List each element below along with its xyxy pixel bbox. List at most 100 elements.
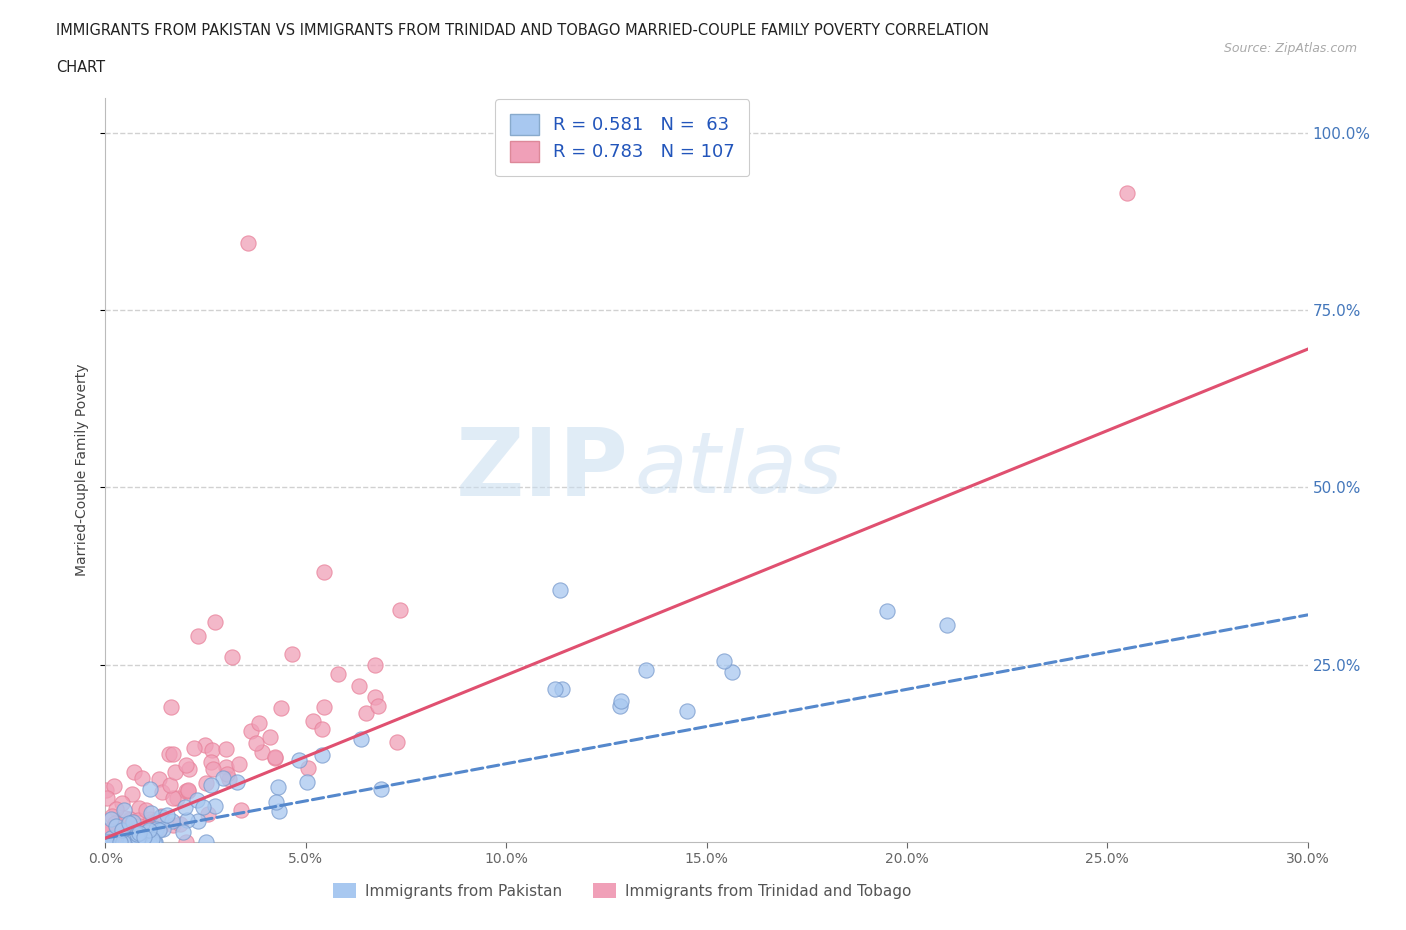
- Point: [148, 816, 170, 830]
- Point: [141, 817, 163, 831]
- Point: [202, 762, 225, 777]
- Point: [160, 814, 183, 829]
- Point: [267, 779, 290, 794]
- Point: [266, 794, 288, 809]
- Point: [295, 775, 318, 790]
- Point: [172, 824, 194, 839]
- Point: [129, 831, 152, 846]
- Point: [103, 778, 125, 793]
- Point: [117, 826, 139, 841]
- Point: [267, 804, 290, 818]
- Text: ZIP: ZIP: [456, 424, 628, 515]
- Point: [136, 825, 159, 840]
- Point: [186, 793, 208, 808]
- Point: [96, 834, 118, 849]
- Point: [98, 834, 121, 849]
- Point: [609, 698, 631, 713]
- Point: [183, 741, 205, 756]
- Point: [385, 735, 408, 750]
- Point: [312, 565, 335, 579]
- Point: [125, 827, 148, 842]
- Point: [281, 647, 304, 662]
- Point: [108, 822, 131, 837]
- Point: [148, 772, 170, 787]
- Point: [221, 650, 243, 665]
- Point: [174, 800, 197, 815]
- Point: [252, 745, 274, 760]
- Point: [143, 834, 166, 849]
- Point: [118, 812, 141, 827]
- Point: [259, 730, 281, 745]
- Point: [157, 747, 180, 762]
- Point: [114, 834, 136, 849]
- Point: [136, 824, 159, 839]
- Point: [150, 809, 173, 824]
- Point: [160, 699, 183, 714]
- Point: [128, 819, 150, 834]
- Point: [110, 834, 132, 849]
- Point: [100, 812, 122, 827]
- Point: [264, 750, 287, 764]
- Point: [162, 790, 184, 805]
- Point: [138, 815, 160, 830]
- Point: [200, 754, 222, 769]
- Point: [127, 830, 149, 845]
- Text: CHART: CHART: [56, 60, 105, 75]
- Point: [194, 737, 217, 752]
- Point: [174, 783, 197, 798]
- Point: [876, 604, 898, 618]
- Point: [122, 764, 145, 779]
- Point: [94, 834, 117, 849]
- Point: [231, 803, 253, 817]
- Text: Source: ZipAtlas.com: Source: ZipAtlas.com: [1223, 42, 1357, 55]
- Point: [127, 813, 149, 828]
- Point: [713, 654, 735, 669]
- Point: [104, 825, 127, 840]
- Point: [214, 742, 236, 757]
- Point: [177, 782, 200, 797]
- Point: [312, 699, 335, 714]
- Point: [215, 760, 238, 775]
- Point: [551, 682, 574, 697]
- Point: [96, 790, 118, 805]
- Point: [114, 834, 136, 849]
- Point: [139, 781, 162, 796]
- Point: [138, 822, 160, 837]
- Point: [98, 834, 121, 849]
- Point: [132, 830, 155, 844]
- Point: [270, 700, 292, 715]
- Point: [363, 690, 385, 705]
- Point: [128, 829, 150, 844]
- Point: [98, 834, 121, 849]
- Point: [124, 834, 146, 849]
- Point: [121, 815, 143, 830]
- Point: [149, 820, 172, 835]
- Point: [301, 713, 323, 728]
- Point: [148, 822, 170, 837]
- Point: [247, 716, 270, 731]
- Point: [152, 822, 174, 837]
- Point: [548, 583, 571, 598]
- Point: [135, 803, 157, 817]
- Point: [97, 823, 120, 838]
- Point: [176, 813, 198, 828]
- Point: [121, 834, 143, 849]
- Point: [111, 795, 134, 810]
- Point: [97, 824, 120, 839]
- Point: [112, 803, 135, 817]
- Point: [187, 814, 209, 829]
- Point: [370, 782, 392, 797]
- Point: [104, 802, 127, 817]
- Point: [98, 834, 121, 849]
- Point: [107, 834, 129, 849]
- Point: [163, 764, 186, 779]
- Point: [110, 834, 132, 849]
- Point: [122, 826, 145, 841]
- Point: [118, 816, 141, 830]
- Point: [264, 751, 287, 765]
- Point: [311, 721, 333, 736]
- Point: [159, 777, 181, 792]
- Point: [197, 807, 219, 822]
- Text: atlas: atlas: [634, 428, 842, 512]
- Point: [326, 667, 349, 682]
